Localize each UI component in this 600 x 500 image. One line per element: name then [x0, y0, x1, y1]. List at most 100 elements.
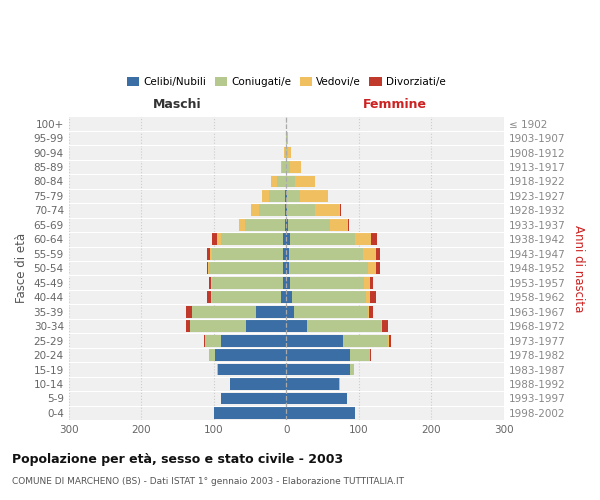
Bar [218, 364, 286, 376]
Bar [286, 234, 290, 245]
Bar [251, 204, 259, 216]
Bar [330, 219, 348, 231]
Bar [210, 248, 212, 260]
Y-axis label: Anni di nascita: Anni di nascita [572, 224, 585, 312]
Bar [281, 161, 282, 173]
Bar [209, 349, 215, 361]
Bar [221, 392, 286, 404]
Bar [350, 364, 354, 376]
Bar [286, 306, 293, 318]
Text: Popolazione per età, sesso e stato civile - 2003: Popolazione per età, sesso e stato civil… [12, 452, 343, 466]
Bar [221, 334, 286, 346]
Bar [284, 146, 285, 158]
Bar [211, 277, 212, 288]
Bar [286, 146, 288, 158]
Bar [368, 262, 376, 274]
Bar [212, 234, 217, 245]
Bar [212, 277, 283, 288]
Bar [292, 292, 366, 303]
Bar [286, 349, 350, 361]
Bar [290, 161, 301, 173]
Bar [293, 306, 368, 318]
Bar [207, 292, 211, 303]
Bar [295, 176, 316, 188]
Bar [343, 334, 388, 346]
Bar [286, 407, 355, 419]
Bar [286, 262, 289, 274]
Bar [340, 204, 341, 216]
Bar [286, 292, 292, 303]
Legend: Celibi/Nubili, Coniugati/e, Vedovi/e, Divorziati/e: Celibi/Nubili, Coniugati/e, Vedovi/e, Di… [122, 73, 450, 92]
Bar [203, 334, 205, 346]
Bar [283, 277, 286, 288]
Bar [206, 262, 208, 274]
Bar [286, 204, 287, 216]
Bar [215, 349, 286, 361]
Bar [370, 277, 373, 288]
Bar [217, 364, 218, 376]
Bar [186, 306, 192, 318]
Text: Maschi: Maschi [153, 98, 202, 110]
Bar [369, 306, 373, 318]
Bar [388, 334, 389, 346]
Bar [364, 277, 370, 288]
Bar [283, 234, 286, 245]
Bar [286, 364, 350, 376]
Bar [259, 204, 285, 216]
Bar [363, 248, 376, 260]
Bar [206, 248, 210, 260]
Bar [290, 277, 364, 288]
Bar [208, 262, 209, 274]
Bar [288, 219, 330, 231]
Bar [389, 334, 391, 346]
Bar [289, 262, 368, 274]
Bar [281, 292, 286, 303]
Bar [286, 392, 347, 404]
Bar [239, 219, 245, 231]
Bar [366, 292, 370, 303]
Bar [348, 219, 349, 231]
Bar [371, 234, 377, 245]
Bar [285, 204, 286, 216]
Bar [307, 320, 380, 332]
Bar [290, 234, 355, 245]
Bar [287, 132, 288, 144]
Bar [212, 292, 281, 303]
Text: COMUNE DI MARCHENO (BS) - Dati ISTAT 1° gennaio 2003 - Elaborazione TUTTITALIA.I: COMUNE DI MARCHENO (BS) - Dati ISTAT 1° … [12, 477, 404, 486]
Bar [286, 176, 295, 188]
Bar [209, 262, 283, 274]
Bar [205, 334, 221, 346]
Bar [262, 190, 269, 202]
Bar [286, 378, 338, 390]
Bar [186, 320, 190, 332]
Bar [350, 349, 370, 361]
Bar [269, 190, 285, 202]
Bar [277, 176, 286, 188]
Bar [288, 146, 292, 158]
Bar [256, 306, 286, 318]
Bar [376, 262, 380, 274]
Bar [230, 378, 286, 390]
Bar [338, 378, 340, 390]
Bar [370, 349, 371, 361]
Bar [287, 190, 300, 202]
Bar [382, 320, 388, 332]
Bar [286, 219, 288, 231]
Bar [209, 277, 211, 288]
Bar [286, 320, 307, 332]
Bar [245, 219, 285, 231]
Bar [283, 248, 286, 260]
Y-axis label: Fasce di età: Fasce di età [15, 233, 28, 304]
Bar [283, 262, 286, 274]
Bar [300, 190, 328, 202]
Bar [214, 407, 286, 419]
Bar [286, 277, 290, 288]
Bar [289, 248, 363, 260]
Bar [211, 292, 212, 303]
Bar [287, 204, 314, 216]
Bar [376, 248, 380, 260]
Bar [370, 292, 376, 303]
Bar [192, 306, 256, 318]
Bar [247, 320, 286, 332]
Bar [285, 190, 286, 202]
